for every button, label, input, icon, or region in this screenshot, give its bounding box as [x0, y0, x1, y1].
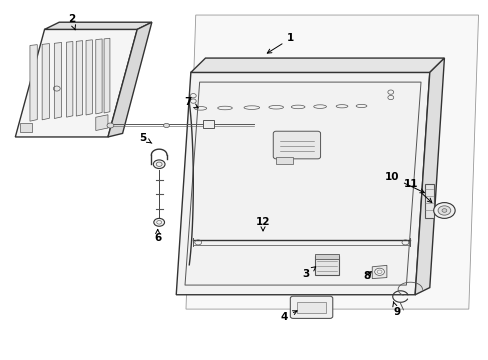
Text: 3: 3 [302, 267, 315, 279]
Text: 10: 10 [384, 172, 424, 193]
Polygon shape [96, 39, 102, 114]
Polygon shape [371, 265, 386, 279]
Polygon shape [44, 22, 152, 30]
Polygon shape [276, 157, 293, 164]
FancyBboxPatch shape [315, 254, 338, 259]
Polygon shape [66, 41, 73, 117]
Polygon shape [54, 42, 61, 118]
Polygon shape [42, 44, 49, 120]
Circle shape [154, 219, 164, 226]
Polygon shape [20, 123, 32, 132]
Text: 7: 7 [183, 97, 198, 108]
FancyBboxPatch shape [290, 296, 332, 319]
Circle shape [437, 206, 450, 215]
Text: 9: 9 [392, 302, 399, 317]
Polygon shape [190, 58, 444, 72]
Text: 5: 5 [139, 133, 151, 143]
Circle shape [374, 268, 384, 275]
Polygon shape [86, 40, 92, 115]
Text: 4: 4 [280, 311, 297, 322]
FancyBboxPatch shape [315, 256, 338, 275]
FancyBboxPatch shape [203, 120, 213, 128]
Polygon shape [414, 58, 444, 295]
Polygon shape [96, 115, 108, 131]
Text: 1: 1 [267, 33, 294, 53]
Polygon shape [15, 30, 137, 137]
Polygon shape [76, 41, 82, 116]
Text: 8: 8 [363, 271, 370, 281]
Circle shape [441, 209, 446, 212]
Text: 12: 12 [255, 217, 270, 231]
Polygon shape [104, 38, 110, 113]
Circle shape [107, 123, 114, 128]
Polygon shape [30, 45, 37, 121]
Circle shape [163, 123, 169, 128]
Text: 2: 2 [68, 14, 75, 30]
FancyBboxPatch shape [424, 184, 433, 218]
Circle shape [433, 203, 454, 219]
Text: 11: 11 [403, 179, 431, 202]
Circle shape [153, 160, 164, 168]
FancyBboxPatch shape [273, 131, 320, 159]
Polygon shape [176, 72, 429, 295]
FancyBboxPatch shape [297, 302, 325, 314]
Polygon shape [185, 15, 478, 309]
Text: 6: 6 [154, 229, 161, 243]
Polygon shape [108, 22, 152, 137]
